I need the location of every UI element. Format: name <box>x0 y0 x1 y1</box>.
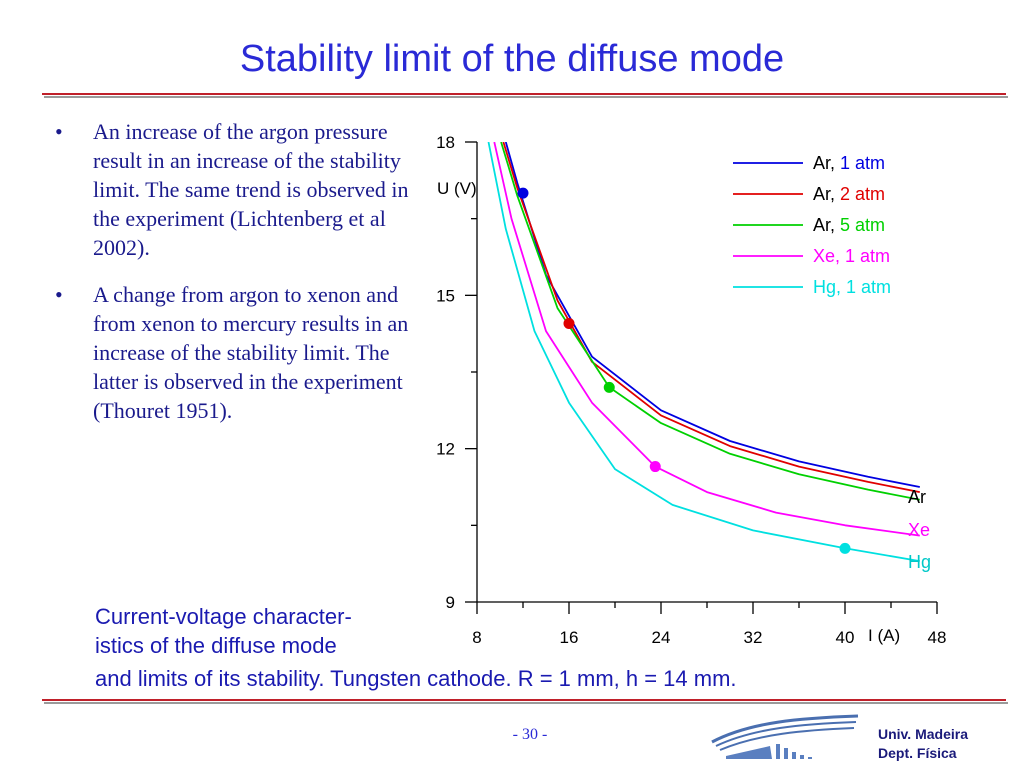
legend-entry: Ar, 5 atm <box>813 215 885 235</box>
bullet-symbol: • <box>55 282 63 307</box>
legend-gas: Ar, <box>813 184 840 204</box>
x-tick-label: 32 <box>744 628 763 647</box>
legend-gas: Ar, <box>813 153 840 173</box>
legend-entry: Xe, 1 atm <box>813 246 890 266</box>
legend-pressure: 1 atm <box>846 277 891 297</box>
curve-end-label: Xe <box>908 520 930 540</box>
stability-limit-point <box>839 542 851 554</box>
stability-limit-point <box>603 381 615 393</box>
legend-pressure: 1 atm <box>845 246 890 266</box>
footer-divider-shadow <box>44 702 1008 704</box>
axes-layer: 9 12 15 18 8 16 24 32 40 48 <box>436 133 946 647</box>
legend-gas: Ar, <box>813 215 840 235</box>
series-line <box>500 142 920 501</box>
legend-entry: Hg, 1 atm <box>813 277 891 297</box>
stability-limit-point <box>517 187 529 199</box>
institution-label: Univ. Madeira Dept. Física <box>878 725 968 763</box>
figure-caption-line: Current-voltage character- <box>95 604 352 629</box>
slide-title: Stability limit of the diffuse mode <box>239 38 785 80</box>
institution-line: Univ. Madeira <box>878 726 968 742</box>
institution-line: Dept. Física <box>878 745 957 761</box>
title-divider-shadow <box>44 96 1008 98</box>
figure-caption-line: and limits of its stability. Tungsten ca… <box>95 666 737 691</box>
x-tick-label: 24 <box>652 628 671 647</box>
y-tick-label: 15 <box>436 286 455 305</box>
bullet-text: A change from argon to xenon and from xe… <box>93 282 409 423</box>
y-tick-label: 18 <box>436 133 455 152</box>
title-divider <box>42 93 1006 95</box>
legend-gas: Hg, <box>813 277 846 297</box>
legend-pressure: 2 atm <box>840 184 885 204</box>
bullet-item: • An increase of the argon pressure resu… <box>55 117 425 262</box>
bullet-symbol: • <box>55 119 63 144</box>
x-axis-label: I (A) <box>868 626 900 645</box>
clipped-curves <box>487 142 920 562</box>
legend-gas: Xe, <box>813 246 845 266</box>
y-tick-label: 12 <box>436 440 455 459</box>
x-tick-label: 48 <box>928 628 947 647</box>
bullet-text: An increase of the argon pressure result… <box>93 119 409 260</box>
legend-pressure: 5 atm <box>840 215 885 235</box>
curve-layer <box>487 142 920 562</box>
curve-end-label: Ar <box>908 487 926 507</box>
x-tick-label: 40 <box>836 628 855 647</box>
stability-limit-point <box>563 317 575 329</box>
legend-pressure: 1 atm <box>840 153 885 173</box>
legend-entry: Ar, 1 atm <box>813 153 885 173</box>
legend-entry: Ar, 2 atm <box>813 184 885 204</box>
curve-end-labels: Ar Xe Hg <box>908 487 931 572</box>
series-line <box>487 142 920 562</box>
y-tick-label: 9 <box>446 593 455 612</box>
bullet-list: • An increase of the argon pressure resu… <box>55 117 425 443</box>
university-logo <box>711 714 859 759</box>
series-line <box>502 142 920 493</box>
footer-divider <box>42 699 1006 701</box>
page-number: - 30 - <box>512 726 548 743</box>
x-tick-label: 8 <box>472 628 481 647</box>
stability-limit-point <box>649 461 661 473</box>
y-axis-label: U (V) <box>437 179 477 198</box>
curve-end-label: Hg <box>908 552 931 572</box>
bullet-item: • A change from argon to xenon and from … <box>55 280 425 425</box>
x-tick-label: 16 <box>560 628 579 647</box>
figure-caption-line: istics of the diffuse mode <box>95 633 337 658</box>
